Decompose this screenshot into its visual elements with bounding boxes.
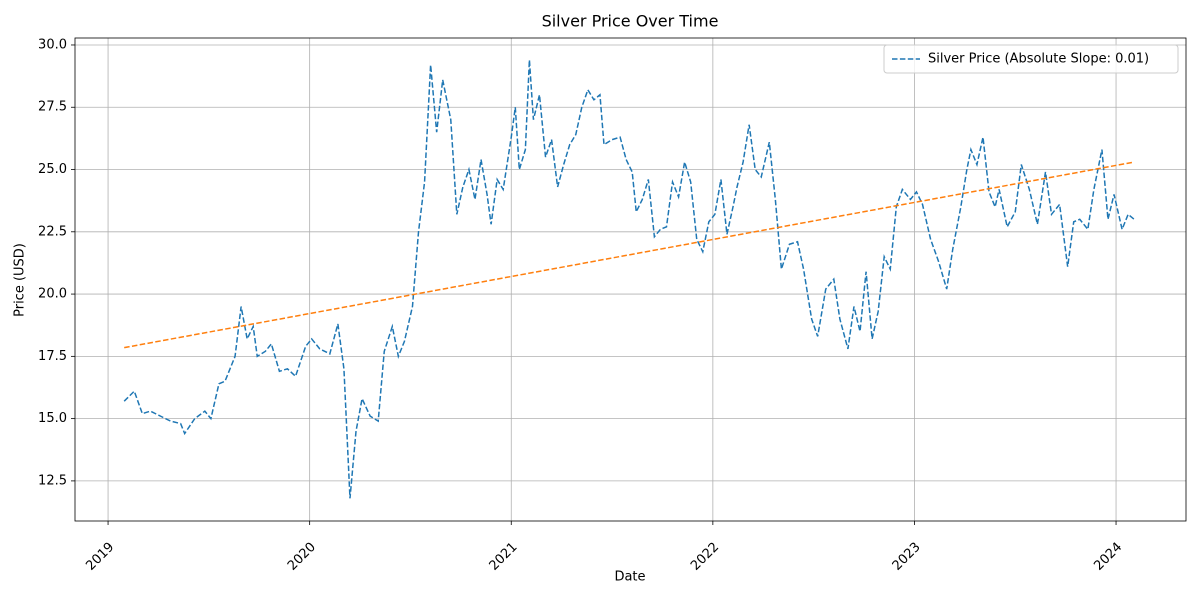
y-tick-label: 20.0 [38, 287, 67, 302]
y-tick-label: 22.5 [38, 224, 67, 239]
y-tick-label: 25.0 [38, 162, 67, 177]
plot-layer [123, 59, 1135, 499]
y-tick-label: 30.0 [38, 37, 67, 52]
y-axis-label: Price (USD) [13, 243, 28, 317]
data-line [124, 161, 1135, 349]
legend-label: Silver Price (Absolute Slope: 0.01) [928, 52, 1149, 67]
data-line [123, 59, 1135, 499]
y-tick-label: 15.0 [38, 411, 67, 426]
chart-title: Silver Price Over Time [542, 12, 719, 31]
y-tick-label: 17.5 [38, 349, 67, 364]
y-tick-label: 27.5 [38, 100, 67, 115]
legend: Silver Price (Absolute Slope: 0.01) [883, 44, 1179, 74]
y-tick-label: 12.5 [38, 473, 67, 488]
axes-frame [74, 37, 1187, 522]
x-axis-label: Date [614, 570, 645, 585]
legend-box [883, 44, 1179, 74]
